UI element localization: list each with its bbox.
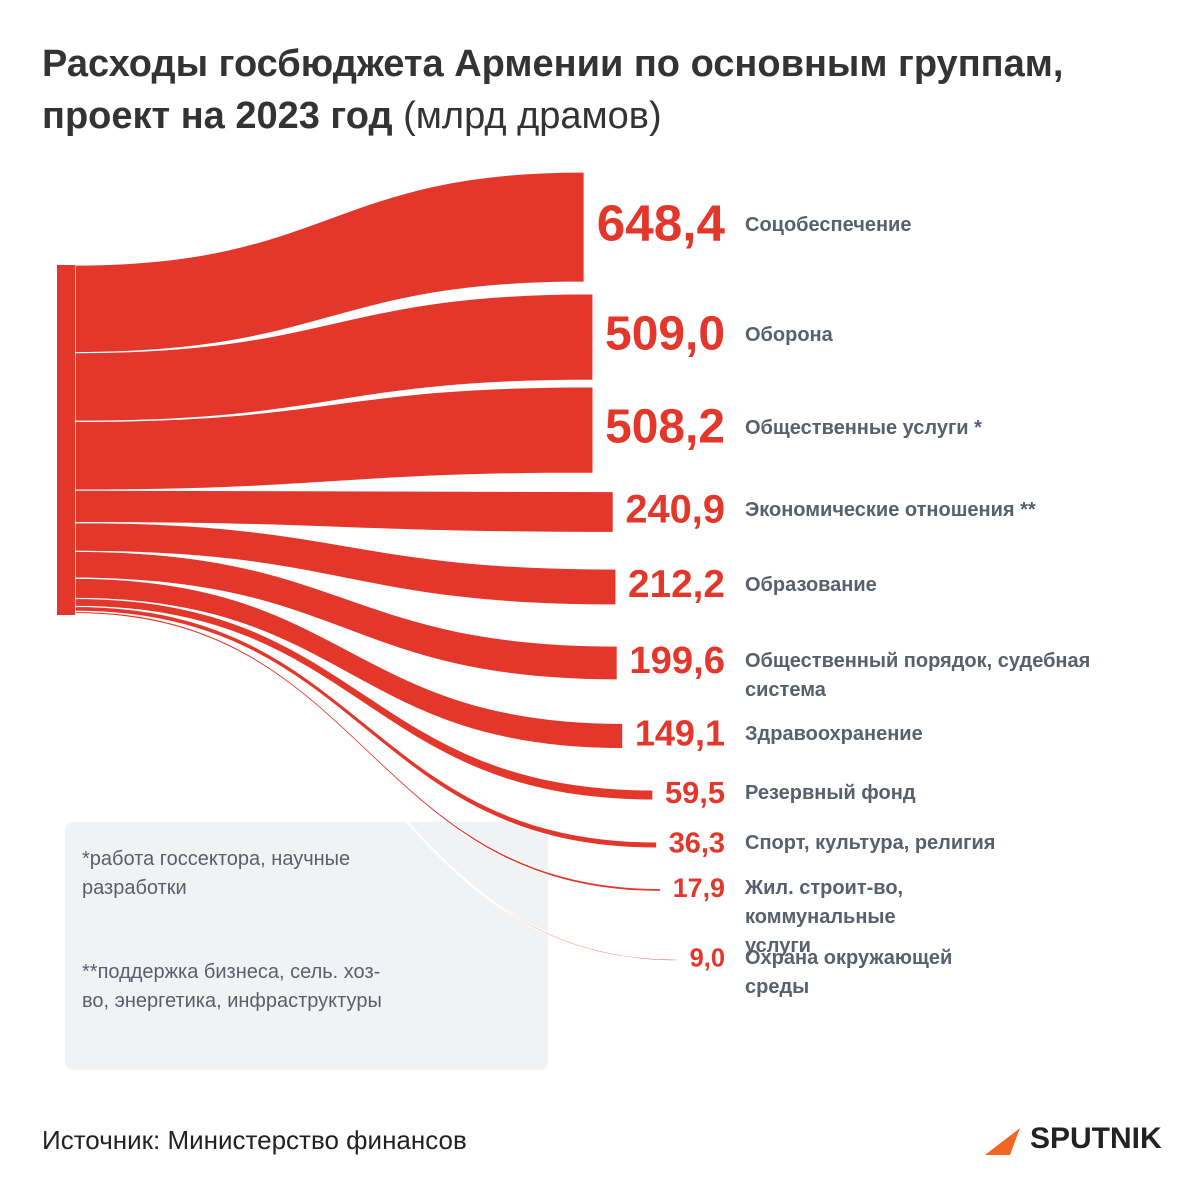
category-label: Охрана окружающей среды — [745, 947, 953, 998]
notes-box — [65, 822, 548, 1070]
category-label: Соцобеспечение — [745, 214, 912, 236]
value-label: 648,4 — [597, 195, 726, 252]
value-label: 240,9 — [625, 488, 725, 532]
value-label: 509,0 — [605, 308, 725, 361]
value-label: 59,5 — [665, 775, 725, 810]
flow-band — [74, 489, 614, 534]
flow-band — [74, 386, 594, 491]
category-label: Общественный порядок, судебная система — [745, 650, 1091, 701]
source-bar — [57, 265, 75, 615]
flow-band — [74, 293, 594, 422]
value-label: 17,9 — [673, 873, 725, 903]
category-label: Оборона — [745, 324, 833, 346]
flow-band — [74, 597, 654, 801]
value-label: 212,2 — [628, 563, 725, 606]
category-label: Экономические отношения ** — [745, 499, 1036, 521]
logo-icon — [985, 1128, 1020, 1155]
flow-band — [74, 522, 617, 606]
category-label: Здравоохранение — [745, 723, 923, 745]
subtitle: (млрд драмов) — [403, 95, 662, 137]
flow-band — [74, 605, 658, 849]
flows — [74, 171, 679, 962]
title: Расходы госбюджета Армении по основным г… — [42, 38, 1142, 142]
title-text: Расходы госбюджета Армении по основным г… — [42, 43, 1064, 137]
flow-band — [74, 577, 624, 750]
value-label: 36,3 — [669, 828, 725, 860]
category-label: Резервный фонд — [745, 782, 916, 804]
category-label: Жил. строит-во, коммунальные услуги — [745, 877, 904, 957]
flow-band — [74, 550, 618, 681]
value-label: 199,6 — [629, 639, 725, 682]
category-label: Общественные услуги * — [745, 417, 982, 439]
logo: SPUTNIK — [1030, 1122, 1162, 1155]
category-label: Образование — [745, 574, 877, 596]
note: *работа госсектора, научные разработки — [82, 848, 351, 899]
flow-band — [74, 610, 662, 893]
value-label: 9,0 — [690, 945, 725, 973]
value-label: 508,2 — [605, 401, 725, 454]
note: **поддержка бизнеса, сель. хоз-во, энерг… — [82, 961, 382, 1012]
source: Источник: Министерство финансов — [42, 1125, 467, 1155]
category-label: Спорт, культура, религия — [745, 832, 996, 854]
value-label: 149,1 — [635, 713, 725, 754]
flow-band — [74, 171, 585, 354]
flow-band — [74, 613, 679, 962]
